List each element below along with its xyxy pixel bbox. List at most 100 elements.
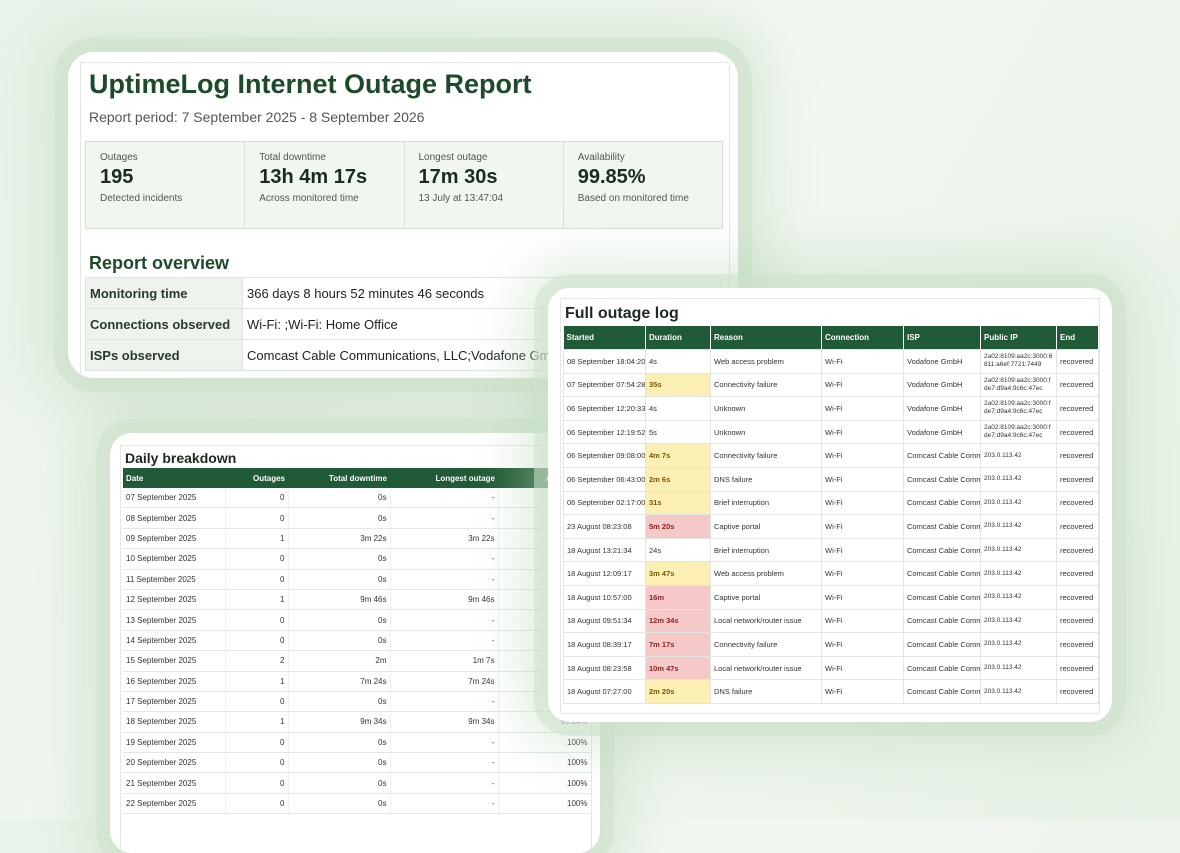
overview-label: Connections observed [85, 308, 243, 340]
log-cell: recovered [1056, 537, 1099, 563]
log-cell: 06 September 12:20:33 [563, 396, 646, 421]
stat-label: Availability [577, 152, 625, 163]
log-row: 06 September 02:17:00 31s Brief interrupti… [563, 490, 1099, 516]
log-cell: Local network/router issue [710, 608, 822, 634]
daily-cell: - [390, 548, 499, 570]
log-cell: 06 September 06:43:00 [563, 466, 646, 492]
daily-cell: 08 September 2025 [123, 507, 226, 529]
log-cell: 203.0.113.42 [980, 679, 1057, 704]
stat-note: Detected incidents [100, 193, 183, 204]
log-cell: recovered [1056, 584, 1099, 610]
daily-cell: 100% [498, 732, 591, 754]
daily-row: 20 September 2025 0 0s -100% [123, 752, 591, 774]
stat-note: 13 July at 13:47:04 [418, 193, 504, 204]
log-cell: Comcast Cable Communications, LLC [903, 514, 981, 539]
log-panel: Full outage log Started Duration Reason Con… [560, 298, 1100, 714]
log-cell: 35s [645, 372, 711, 398]
daily-cell: 0 [225, 691, 289, 713]
log-row: 08 September 18:04:20 4s Web access proble… [563, 349, 1099, 374]
daily-row: 19 September 2025 0 0s -100% [123, 732, 591, 754]
log-row: 18 August 12:09:17 3m 47s Web access probl… [563, 561, 1099, 586]
log-cell: Vodafone GmbH [903, 419, 981, 445]
log-cell: Wi-Fi [821, 443, 904, 468]
daily-cell: 100% [498, 752, 591, 774]
log-cell: 203.0.113.42 [980, 443, 1057, 468]
stat-value: 195 [100, 166, 134, 188]
log-cell: 07 September 07:54:28 [563, 372, 646, 398]
daily-cell: 1m 7s [390, 650, 499, 672]
log-cell: Vodafone GmbH [903, 372, 981, 398]
stat-note: Across monitored time [259, 193, 359, 204]
daily-cell: 0s [288, 691, 391, 713]
daily-cell: 09 September 2025 [123, 528, 226, 550]
daily-cell: 0 [225, 548, 289, 570]
column-header: Started [563, 326, 646, 350]
log-cell: recovered [1056, 349, 1099, 374]
log-row: 06 September 06:43:00 2m 6s DNS failure Wi-… [563, 466, 1099, 492]
daily-card: Daily breakdown Date Outages Total downtim… [110, 433, 600, 853]
log-cell: 18 August 12:09:17 [563, 561, 646, 586]
log-cell: recovered [1056, 396, 1099, 421]
log-cell: DNS failure [710, 466, 822, 492]
daily-cell: 0s [288, 793, 391, 815]
daily-panel: Daily breakdown Date Outages Total downtim… [120, 445, 592, 853]
log-cell: Captive portal [710, 514, 822, 539]
daily-cell: 1 [225, 589, 289, 611]
log-row: 07 September 07:54:28 35s Connectivity fai… [563, 372, 1099, 398]
daily-cell: 7m 24s [390, 671, 499, 692]
log-cell: 06 September 02:17:00 [563, 490, 646, 516]
log-row: 18 August 08:39:17 7m 17s Connectivity fai… [563, 632, 1099, 657]
log-cell: 5s [645, 419, 711, 445]
log-cell: Vodafone GmbH [903, 349, 981, 374]
log-cell: Wi-Fi [821, 537, 904, 563]
daily-cell: 0s [288, 609, 391, 631]
log-cell: 4m 7s [645, 443, 711, 468]
log-cell: 203.0.113.42 [980, 584, 1057, 610]
daily-cell: 0 [225, 752, 289, 774]
daily-cell: 13 September 2025 [123, 609, 226, 631]
log-cell: recovered [1056, 514, 1099, 539]
daily-cell: 10 September 2025 [123, 548, 226, 570]
log-cell: Comcast Cable Communications, LLC [903, 584, 981, 610]
daily-cell: - [390, 569, 499, 590]
log-cell: Brief interruption [710, 490, 822, 516]
daily-cell: 17 September 2025 [123, 691, 226, 713]
log-cell: Wi-Fi [821, 632, 904, 657]
log-cell: recovered [1056, 632, 1099, 657]
log-cell: 4s [645, 349, 711, 374]
log-cell: DNS failure [710, 679, 822, 704]
log-cell: 18 August 08:23:58 [563, 655, 646, 681]
log-row: 18 August 10:57:00 16m Captive portal Wi-Fi… [563, 584, 1099, 610]
daily-cell: 07 September 2025 [123, 488, 226, 509]
log-cell: 203.0.113.42 [980, 632, 1057, 657]
daily-cell: 0s [288, 732, 391, 754]
log-cell: recovered [1056, 466, 1099, 492]
log-cell: Comcast Cable Communications, LLC [903, 537, 981, 563]
daily-cell: 0 [225, 488, 289, 509]
log-cell: Vodafone GmbH [903, 396, 981, 421]
daily-cell: 1 [225, 671, 289, 692]
log-cell: Web access problem [710, 349, 822, 374]
daily-cell: 0 [225, 569, 289, 590]
log-cell: 16m [645, 584, 711, 610]
log-cell: Wi-Fi [821, 466, 904, 492]
daily-cell: 0 [225, 630, 289, 652]
daily-cell: 100% [498, 772, 591, 794]
log-cell: recovered [1056, 608, 1099, 634]
log-cell: 12m 34s [645, 608, 711, 634]
daily-cell: 0s [288, 507, 391, 529]
daily-cell: 19 September 2025 [123, 732, 226, 754]
log-cell: 2a02:8109:aa2c:3000:6811:a6ef:7721:7449 [980, 349, 1057, 374]
log-cell: Comcast Cable Communications, LLC [903, 679, 981, 704]
log-cell: 2a02:8109:aa2c:3000:fde7:d9a4:9c6c:47ec [980, 419, 1057, 445]
log-cell: Wi-Fi [821, 349, 904, 374]
overview-label: Monitoring time [85, 277, 243, 309]
daily-cell: - [390, 609, 499, 631]
stat-box: Total downtime 13h 4m 17s Across monitored… [245, 142, 405, 228]
daily-cell: - [390, 732, 499, 754]
daily-cell: 7m 24s [288, 671, 391, 692]
